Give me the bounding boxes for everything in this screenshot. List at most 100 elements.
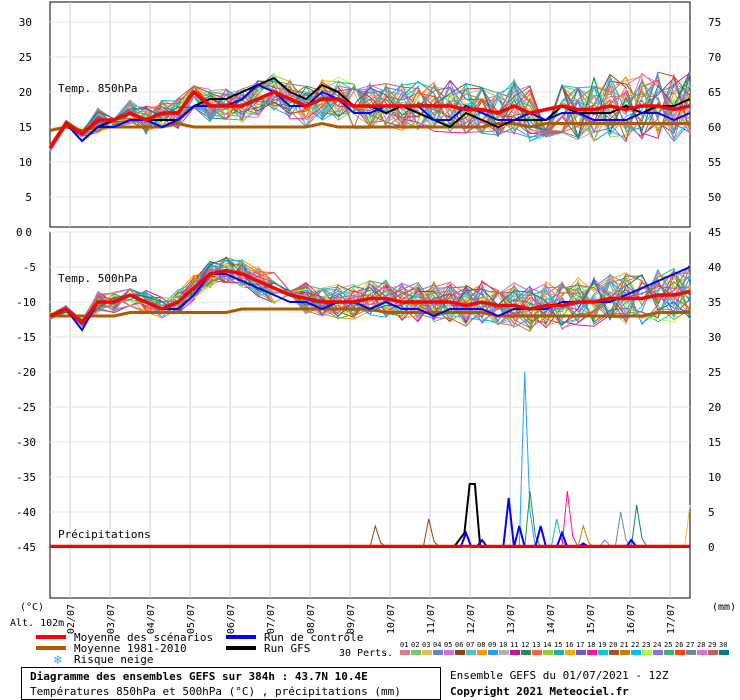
x-tick-label: 06/07 bbox=[226, 604, 237, 634]
pert-number: 30 bbox=[719, 641, 727, 649]
y-tick-850: 25 bbox=[19, 51, 32, 64]
footer-subtitle: Températures 850hPa et 500hPa (°C) , pré… bbox=[30, 685, 401, 698]
pert-number: 23 bbox=[642, 641, 650, 649]
run-info: Ensemble GEFS du 01/07/2021 - 12Z bbox=[450, 669, 669, 682]
pert-swatch bbox=[664, 650, 674, 655]
y-tick-850: 30 bbox=[19, 16, 32, 29]
pert-number: 15 bbox=[554, 641, 562, 649]
y-tick-500: -35 bbox=[16, 471, 36, 484]
y-tick-850: 20 bbox=[19, 86, 32, 99]
pert-swatch bbox=[466, 650, 476, 655]
x-tick-label: 05/07 bbox=[186, 604, 197, 634]
pert-number: 08 bbox=[477, 641, 485, 649]
pert-swatch bbox=[653, 650, 663, 655]
footer-box: Diagramme des ensembles GEFS sur 384h : … bbox=[21, 667, 441, 700]
pert-swatch bbox=[400, 650, 410, 655]
pert-swatch bbox=[686, 650, 696, 655]
y-tick-500-right: 30 bbox=[708, 331, 721, 344]
y-tick-500: -15 bbox=[16, 331, 36, 344]
pert-number: 24 bbox=[653, 641, 661, 649]
pert-number: 28 bbox=[697, 641, 705, 649]
pert-swatch bbox=[488, 650, 498, 655]
mean-line-850 bbox=[48, 89, 691, 149]
pert-swatch bbox=[642, 650, 652, 655]
pert-number: 12 bbox=[521, 641, 529, 649]
pert-swatch bbox=[719, 650, 729, 655]
y-tick-500: -10 bbox=[16, 296, 36, 309]
y-tick-500-right: 20 bbox=[708, 401, 721, 414]
pert-swatch bbox=[510, 650, 520, 655]
mean-line-500 bbox=[49, 268, 691, 326]
y-tick-850-right: 75 bbox=[708, 16, 721, 29]
member-line-850 bbox=[49, 83, 691, 146]
left-unit-label: (°C) bbox=[20, 602, 44, 613]
pert-number: 05 bbox=[444, 641, 452, 649]
pert-number: 09 bbox=[488, 641, 496, 649]
y-tick-850: 5 bbox=[25, 191, 32, 204]
pert-swatch bbox=[422, 650, 432, 655]
x-tick-label: 02/07 bbox=[66, 604, 77, 634]
pert-swatch bbox=[587, 650, 597, 655]
pert-swatch bbox=[631, 650, 641, 655]
legend-mean-label: Moyenne des scénarios bbox=[74, 631, 213, 644]
panel-500-label: Temp. 500hPa bbox=[58, 272, 137, 285]
pert-swatch bbox=[554, 650, 564, 655]
member-line-850 bbox=[49, 81, 691, 152]
right-unit-label: (mm) bbox=[712, 602, 736, 613]
y-tick-500-right: 45 bbox=[708, 226, 721, 239]
pert-number: 04 bbox=[433, 641, 441, 649]
pert-swatch bbox=[576, 650, 586, 655]
pert-number: 21 bbox=[620, 641, 628, 649]
y-tick-500-right: 5 bbox=[708, 506, 715, 519]
pert-number: 07 bbox=[466, 641, 474, 649]
pert-number: 29 bbox=[708, 641, 716, 649]
pert-swatch bbox=[477, 650, 487, 655]
member-line-500 bbox=[49, 268, 691, 325]
pert-swatch bbox=[708, 650, 718, 655]
pert-swatch bbox=[609, 650, 619, 655]
snowflake-icon: ❄ bbox=[53, 653, 63, 667]
pert-number: 03 bbox=[422, 641, 430, 649]
pert-swatch bbox=[444, 650, 454, 655]
y-tick-850-right: 65 bbox=[708, 86, 721, 99]
y-tick-zero: 0 bbox=[16, 226, 23, 239]
altitude-label: Alt. 102m bbox=[10, 618, 64, 629]
y-tick-850: 0 bbox=[25, 226, 32, 239]
pert-swatch bbox=[620, 650, 630, 655]
legend-perts-label: 30 Perts. bbox=[339, 648, 393, 659]
pert-swatch bbox=[455, 650, 465, 655]
axis-ticks: 02/07 03/07 04/07 05/07 06/07 07/07 08/07 09/07… bbox=[16, 16, 721, 634]
pert-number: 10 bbox=[499, 641, 507, 649]
x-tick-label: 12/07 bbox=[466, 604, 477, 634]
member-line-850 bbox=[49, 72, 691, 148]
y-tick-500: -25 bbox=[16, 401, 36, 414]
x-tick-label: 17/07 bbox=[666, 604, 677, 634]
panel-precip-label: Précipitations bbox=[58, 528, 151, 541]
hist-line-850 bbox=[49, 121, 690, 133]
footer-title: Diagramme des ensembles GEFS sur 384h : … bbox=[30, 670, 368, 683]
pert-swatch bbox=[675, 650, 685, 655]
pert-swatch bbox=[565, 650, 575, 655]
pert-swatch bbox=[598, 650, 608, 655]
pert-number: 22 bbox=[631, 641, 639, 649]
y-tick-850-right: 60 bbox=[708, 121, 721, 134]
y-tick-500: -30 bbox=[16, 436, 36, 449]
pert-legend: 01 02 03 04 05 06 07 08 09 10 11 12 13 14 15 16 17 18 19 20… bbox=[400, 641, 729, 655]
pert-number: 11 bbox=[510, 641, 518, 649]
x-tick-label: 11/07 bbox=[426, 604, 437, 634]
x-tick-label: 16/07 bbox=[626, 604, 637, 634]
pert-number: 19 bbox=[598, 641, 606, 649]
y-tick-850-right: 70 bbox=[708, 51, 721, 64]
y-tick-500: -20 bbox=[16, 366, 36, 379]
x-tick-label: 09/07 bbox=[346, 604, 357, 634]
x-tick-label: 14/07 bbox=[546, 604, 557, 634]
member-line-850 bbox=[49, 73, 691, 148]
x-tick-label: 10/07 bbox=[386, 604, 397, 634]
legend-gfs-label: Run GFS bbox=[264, 642, 310, 655]
pert-swatch bbox=[697, 650, 707, 655]
y-tick-500-right: 40 bbox=[708, 261, 721, 274]
x-tick-label: 15/07 bbox=[586, 604, 597, 634]
pert-number: 26 bbox=[675, 641, 683, 649]
member-line-500 bbox=[49, 259, 691, 324]
